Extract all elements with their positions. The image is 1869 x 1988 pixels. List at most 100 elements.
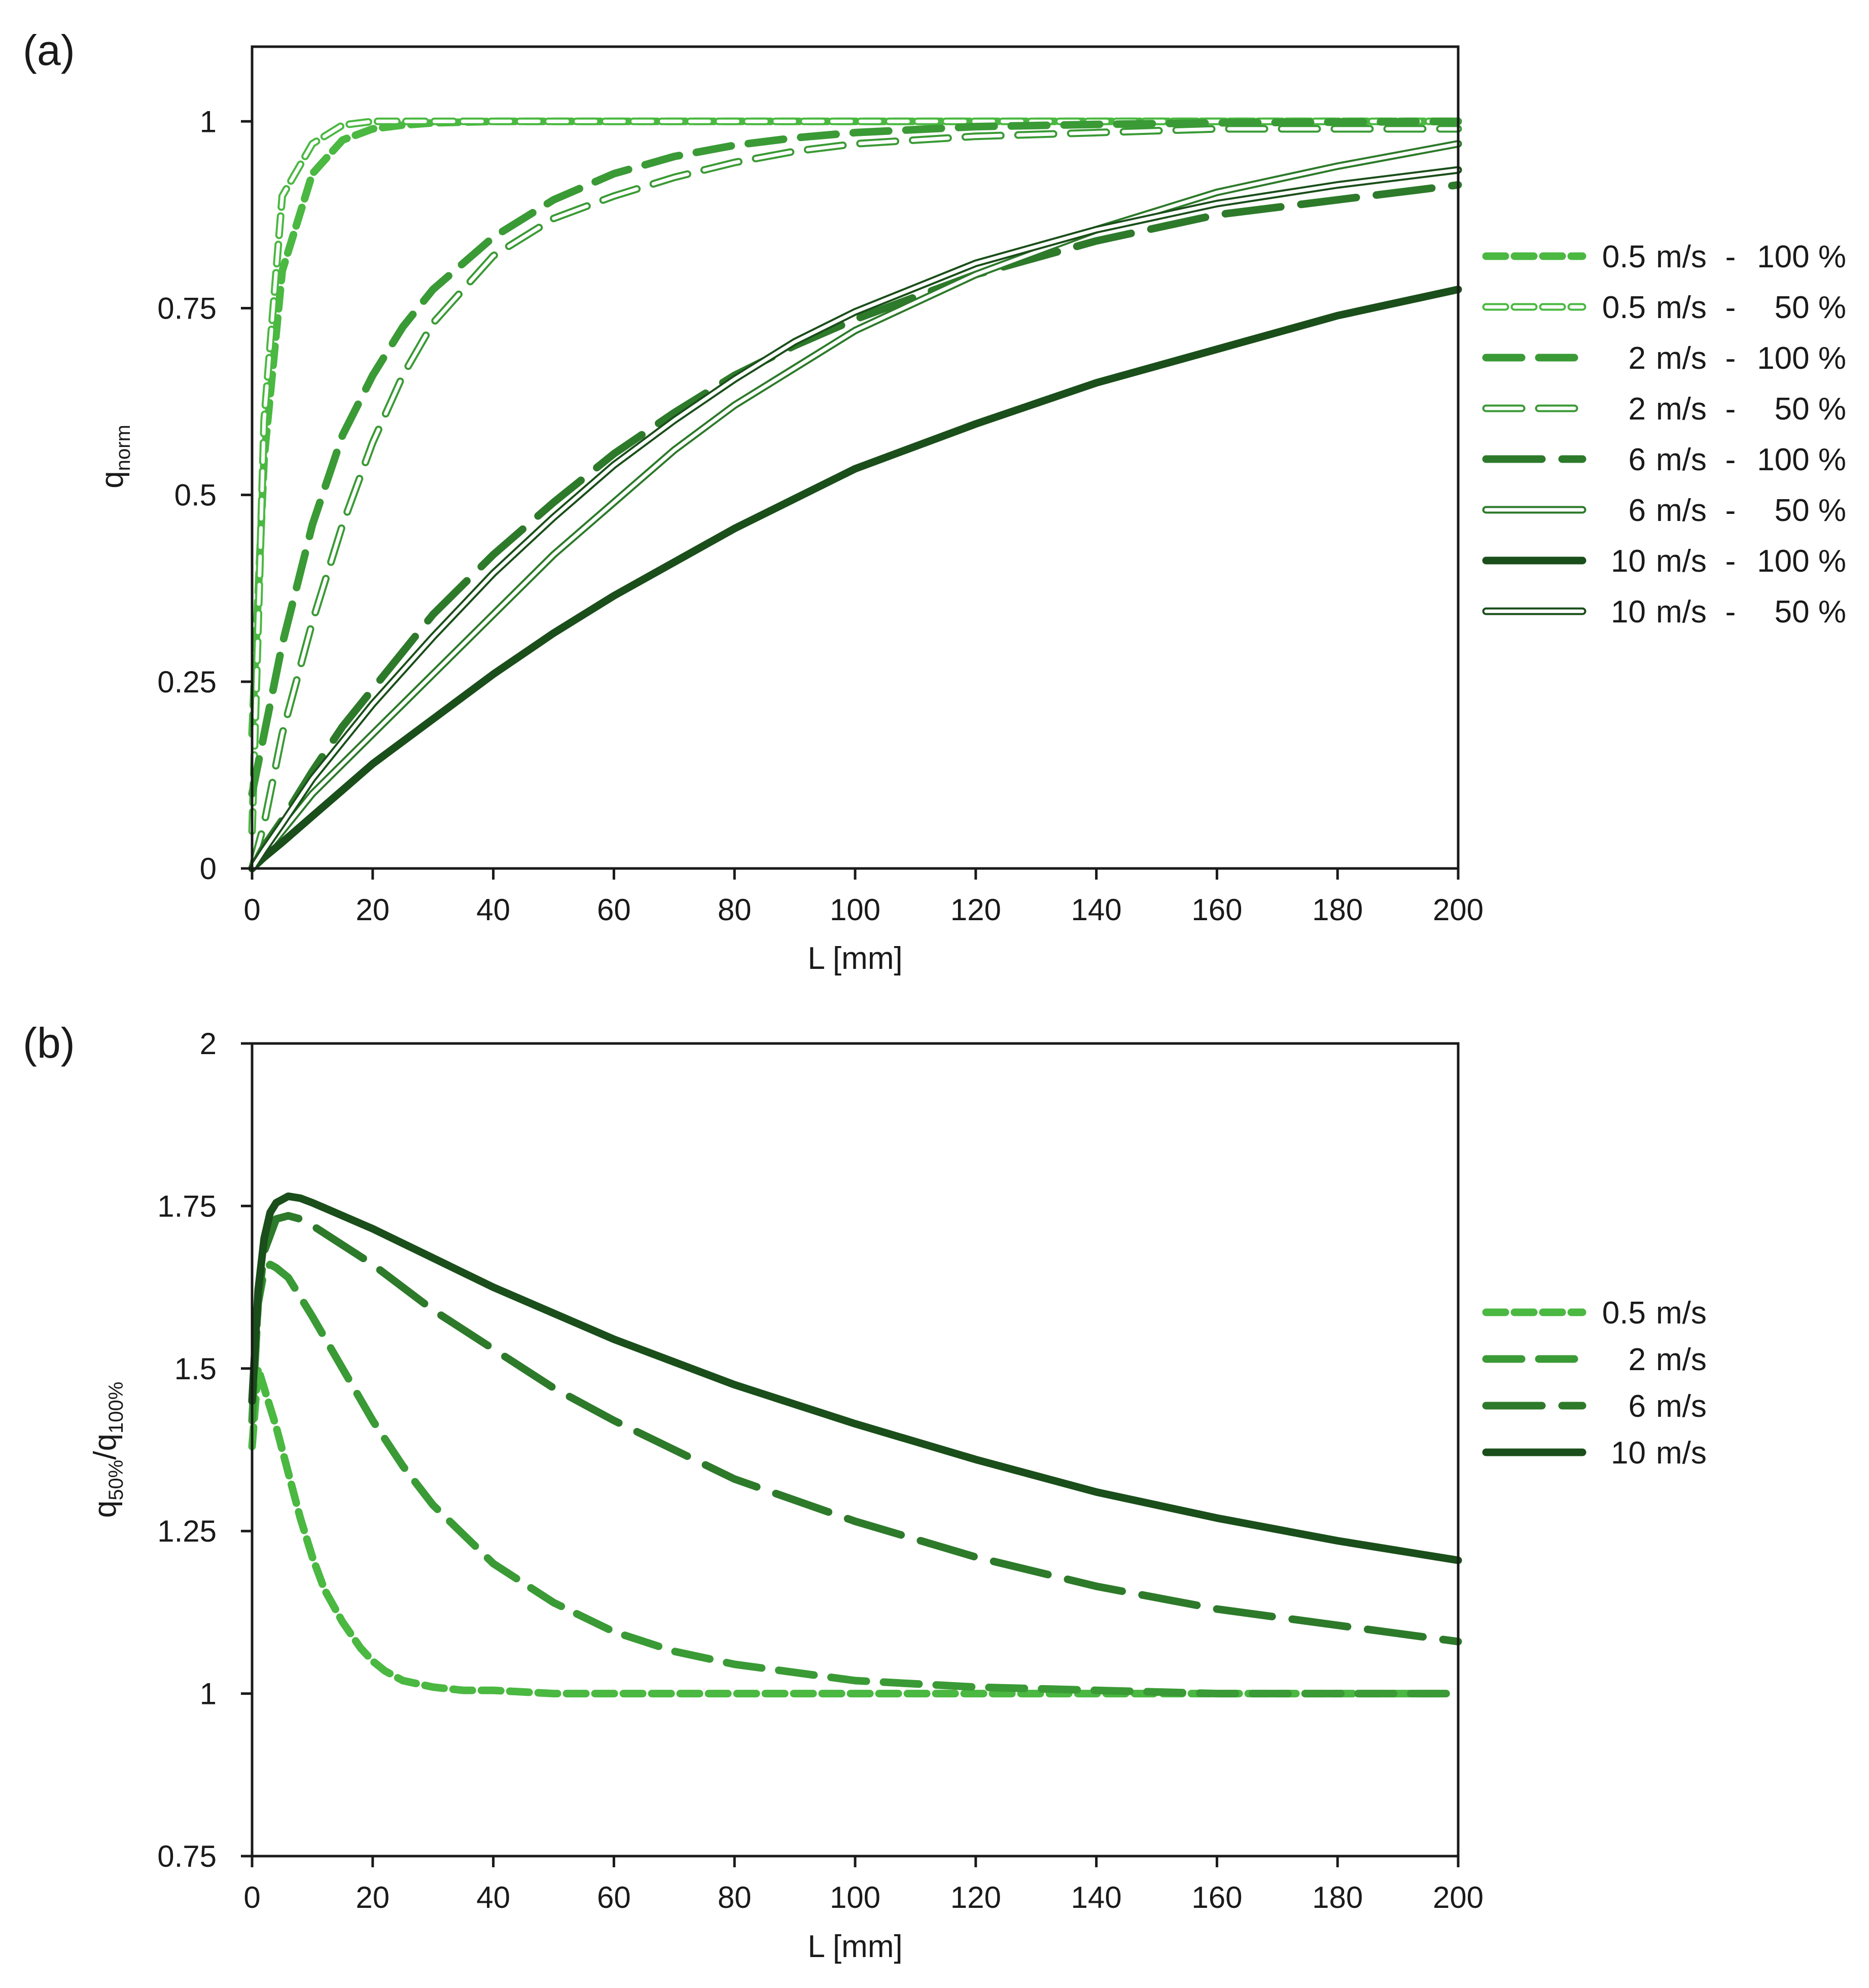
panel-a-legend-dash-6: - — [1725, 544, 1736, 579]
panel-a-series-6-stroke — [248, 286, 1462, 873]
panel-b-y-label-sub1: 50% — [105, 1460, 127, 1501]
panel-a-y-tick-label-1: 0.25 — [157, 665, 217, 699]
panel-b-legend-unit-0: m/s — [1656, 1296, 1707, 1331]
panel-a-legend-unit-0: m/s — [1656, 239, 1707, 274]
panel-a-legend-unit-6: m/s — [1656, 544, 1707, 579]
panel-a-x-tick-label-3: 60 — [597, 893, 631, 927]
panel-b-y-tick-label-3: 1.5 — [174, 1352, 217, 1386]
panel-a-legend-speed-1: 0.5 — [1602, 290, 1646, 325]
panel-a-y-label-sub: norm — [112, 425, 134, 471]
panel-a-legend-unit-7: m/s — [1656, 595, 1707, 630]
panel-a-x-tick-label-10: 200 — [1433, 893, 1484, 927]
panel-a-legend: 0.5 m/s -100 %0.5 m/s -50 %2 m/s -100 %2 m/s -50… — [1482, 239, 1846, 630]
panel-b-x-tick-label-2: 40 — [476, 1880, 510, 1914]
panel-b-x-tick-label-10: 200 — [1433, 1880, 1484, 1914]
panel-a-legend-speed-0: 0.5 — [1602, 239, 1646, 274]
panel-b-x-tick-label-4: 80 — [718, 1880, 752, 1914]
panel-b-x-tick-label-3: 60 — [597, 1880, 631, 1914]
panel-b-y-label-sub2: 100% — [105, 1382, 127, 1434]
panel-a-x-tick-label-4: 80 — [718, 893, 752, 927]
panel-b-x-tick-label-6: 120 — [950, 1880, 1001, 1914]
panel-b-label: (b) — [23, 1019, 75, 1067]
panel-b-y-label-slash: /q — [88, 1434, 123, 1460]
panel-b-series-0-stroke — [248, 1365, 1450, 1698]
panel-a-series-6 — [248, 286, 1462, 873]
panel-a-x-tick-label-7: 140 — [1071, 893, 1122, 927]
panel-a-legend-unit-3: m/s — [1656, 392, 1707, 427]
panel-a-legend-dash-3: - — [1725, 392, 1736, 427]
panel-a-legend-dash-7: - — [1725, 595, 1736, 630]
panel-a-y-tick-label-2: 0.5 — [174, 478, 217, 512]
panel-a-x-tick-label-9: 180 — [1312, 893, 1363, 927]
panel-b-series-2 — [248, 1212, 1462, 1646]
panel-a-legend-share-6: 100 % — [1757, 544, 1846, 579]
panel-a-series-3 — [248, 125, 1462, 873]
panel-a-legend-share-1: 50 % — [1775, 290, 1846, 325]
panel-a-x-tick-label-5: 100 — [830, 893, 880, 927]
panel-a-legend-speed-4: 6 — [1629, 442, 1646, 477]
panel-a-series — [248, 117, 1462, 873]
panel-a-x-tick-label-0: 0 — [243, 893, 260, 927]
panel-a-legend-speed-7: 10 — [1611, 595, 1646, 630]
panel-b-y-tick-label-5: 2 — [200, 1027, 217, 1061]
panel-a-y-axis-label: qnorm — [95, 425, 134, 489]
panel-a-legend-dash-1: - — [1725, 290, 1736, 325]
panel-a-legend-speed-6: 10 — [1611, 544, 1646, 579]
panel-a-legend-share-4: 100 % — [1757, 442, 1846, 477]
panel-b-y-tick-label-0: 0.75 — [157, 1839, 217, 1873]
panel-a-legend-speed-5: 6 — [1629, 493, 1646, 528]
panel-a-x-tick-label-1: 20 — [356, 893, 390, 927]
panel-a-series-3-hollow-core — [250, 127, 1460, 870]
panel-a-legend-unit-1: m/s — [1656, 290, 1707, 325]
panel-a-series-7 — [248, 166, 1462, 873]
panel-b-y-tick-label-1: 1 — [200, 1677, 217, 1711]
panel-a-legend-share-7: 50 % — [1775, 595, 1846, 630]
panel-b-y-tick-label-4: 1.75 — [157, 1189, 217, 1223]
panel-b-legend-speed-3: 10 — [1611, 1436, 1646, 1471]
panel-a-legend-dash-0: - — [1725, 239, 1736, 274]
panel-a-y-label-q: q — [95, 471, 130, 488]
panel-b-series-1-stroke — [248, 1261, 1450, 1698]
panel-b-x-ticks: 0 20 40 60 80 100 120 140 160 180 200 — [243, 1856, 1484, 1914]
panel-b-series-2-stroke — [248, 1212, 1462, 1646]
panel-a-legend-unit-2: m/s — [1656, 341, 1707, 376]
panel-a-x-axis-label: L [mm] — [807, 941, 902, 976]
panel-b-y-label-q: q — [88, 1501, 123, 1518]
panel-a-series-7-hollow-core — [250, 168, 1460, 870]
panel-b-legend-unit-1: m/s — [1656, 1342, 1707, 1377]
panel-a-legend-dash-4: - — [1725, 442, 1736, 477]
panel-b-y-axis-label: q50%/q100% — [88, 1382, 127, 1518]
panel-b-legend: 0.5 m/s 2 m/s 6 m/s 10 m/s — [1482, 1296, 1707, 1471]
panel-a-series-2 — [248, 117, 1462, 798]
panel-a-legend-share-0: 100 % — [1757, 239, 1846, 274]
panel-b-series — [248, 1192, 1462, 1698]
panel-b-legend-speed-1: 2 — [1629, 1342, 1646, 1377]
panel-a-x-tick-label-2: 40 — [476, 893, 510, 927]
panel-a-label: (a) — [23, 26, 75, 74]
panel-a-legend-share-3: 50 % — [1775, 392, 1846, 427]
panel-a-x-ticks: 0 20 40 60 80 100 120 140 160 180 200 — [243, 868, 1484, 927]
panel-b-x-tick-label-8: 160 — [1191, 1880, 1242, 1914]
panel-b-x-axis-label: L [mm] — [807, 1929, 902, 1964]
panel-a-x-tick-label-8: 160 — [1191, 893, 1242, 927]
panel-b-legend-unit-3: m/s — [1656, 1436, 1707, 1471]
panel-a-legend-speed-2: 2 — [1629, 341, 1646, 376]
panel-a-y-tick-label-4: 1 — [200, 104, 217, 138]
panel-a: (a) 0 20 40 60 80 100 120 140 160 180 200 0 0.25 0.5… — [23, 26, 1846, 976]
panel-b-x-tick-label-0: 0 — [243, 1880, 260, 1914]
panel-b-x-tick-label-1: 20 — [356, 1880, 390, 1914]
panel-a-legend-share-2: 100 % — [1757, 341, 1846, 376]
panel-a-legend-share-5: 50 % — [1775, 493, 1846, 528]
panel-a-legend-unit-5: m/s — [1656, 493, 1707, 528]
panel-a-x-tick-label-6: 120 — [950, 893, 1001, 927]
panel-a-legend-dash-2: - — [1725, 341, 1736, 376]
panel-b-legend-unit-2: m/s — [1656, 1389, 1707, 1424]
panel-a-legend-speed-3: 2 — [1629, 392, 1646, 427]
panel-b-y-ticks: 0.75 1 1.25 1.5 1.75 2 — [157, 1027, 252, 1873]
panel-b-y-tick-label-2: 1.25 — [157, 1514, 217, 1548]
panel-a-y-tick-label-3: 0.75 — [157, 291, 217, 325]
panel-b-series-3 — [248, 1192, 1462, 1564]
panel-a-y-ticks: 0 0.25 0.5 0.75 1 — [157, 104, 252, 886]
